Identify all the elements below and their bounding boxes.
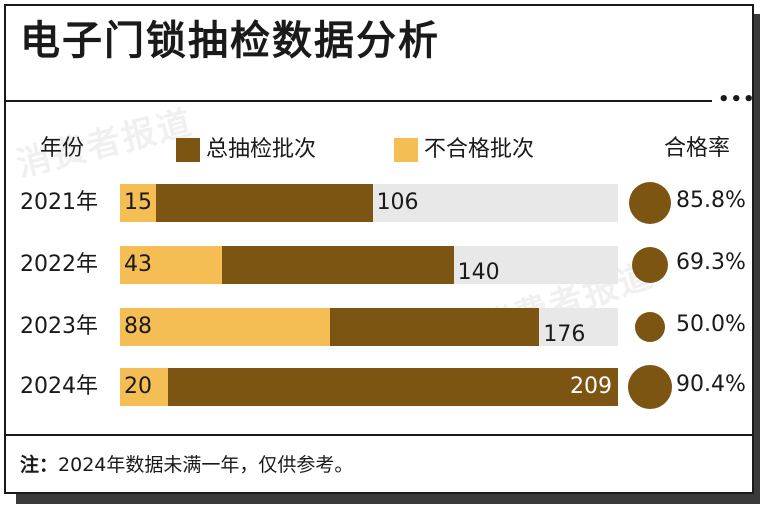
legend-fail-label: 不合格批次 (424, 137, 535, 162)
rate-dot (628, 181, 672, 225)
total-bar (120, 184, 373, 222)
fail-bar (120, 246, 223, 284)
rate-dot (628, 365, 672, 409)
footnote: 注：2024年数据未满一年，仅供参考。 (20, 452, 353, 478)
page-title: 电子门锁抽检数据分析 (20, 18, 440, 64)
legend-total-swatch (176, 138, 200, 162)
bar-track: 15 106 (120, 184, 618, 222)
rate-dot (631, 246, 669, 284)
year-label: 2022年 (20, 252, 98, 277)
rate-value-label: 85.8% (676, 188, 746, 213)
watermark-top: 消费者报道 (12, 102, 198, 186)
note-divider (6, 434, 752, 436)
total-value-label: 209 (570, 374, 612, 399)
year-column-header: 年份 (40, 136, 85, 161)
rate-column-header: 合格率 (664, 136, 731, 161)
legend-fail: 不合格批次 (394, 137, 534, 163)
legend-total-label: 总抽检批次 (206, 137, 317, 162)
total-bar (120, 368, 618, 406)
bar-track: 43 140 (120, 246, 618, 285)
fail-bar (120, 308, 330, 346)
rate-value-label: 69.3% (676, 250, 746, 275)
bar-track: 88 176 (120, 308, 618, 347)
fail-bar (120, 368, 168, 406)
footnote-text: 2024年数据未满一年，仅供参考。 (58, 454, 354, 476)
legend-fail-swatch (394, 138, 418, 162)
fail-value-label: 43 (124, 252, 152, 277)
title-divider (6, 100, 712, 102)
total-value-label: 176 (543, 322, 586, 347)
chart-card: 消费者报道 消费者报道 电子门锁抽检数据分析 ••• 年份 总抽检批次 不合格批… (4, 4, 756, 494)
more-dots-icon: ••• (718, 89, 756, 110)
rate-value-label: 90.4% (676, 372, 746, 397)
fail-value-label: 88 (124, 314, 152, 339)
rate-value-label: 50.0% (676, 312, 746, 337)
footnote-prefix: 注： (20, 454, 59, 476)
legend-total: 总抽检批次 (176, 137, 316, 163)
total-value-label: 106 (376, 190, 419, 215)
fail-bar (120, 184, 156, 222)
year-label: 2023年 (20, 314, 98, 339)
year-label: 2024年 (20, 374, 98, 399)
total-value-label: 140 (457, 260, 500, 285)
fail-value-label: 20 (124, 374, 152, 399)
year-label: 2021年 (20, 190, 98, 215)
bar-track: 20 209 (120, 368, 618, 406)
rate-dot (635, 312, 665, 342)
fail-value-label: 15 (124, 190, 152, 215)
